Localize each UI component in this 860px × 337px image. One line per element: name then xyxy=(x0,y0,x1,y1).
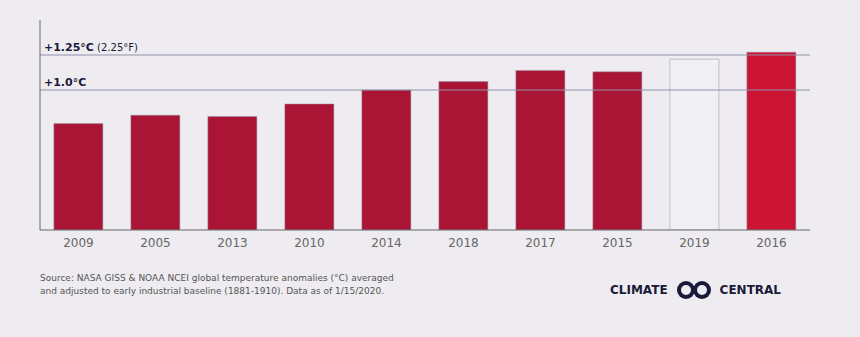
svg-text:2016: 2016 xyxy=(756,236,787,250)
html-text:CENTRAL: CENTRAL xyxy=(719,283,781,297)
svg-text:+1.0°C: +1.0°C xyxy=(44,76,86,89)
svg-text:2014: 2014 xyxy=(371,236,402,250)
svg-text:2009: 2009 xyxy=(63,236,94,250)
svg-text:2005: 2005 xyxy=(140,236,171,250)
html-text:and adjusted to early industri: and adjusted to early industrial baselin… xyxy=(40,286,385,296)
svg-text:+1.25°C (2.25°F): +1.25°C (2.25°F) xyxy=(44,41,138,54)
svg-text:2015: 2015 xyxy=(602,236,633,250)
svg-text:2013: 2013 xyxy=(217,236,248,250)
svg-text:2010: 2010 xyxy=(294,236,325,250)
svg-text:2017: 2017 xyxy=(525,236,556,250)
svg-text:2019: 2019 xyxy=(679,236,710,250)
html-text:Source: NASA GISS & NOAA NCEI: Source: NASA GISS & NOAA NCEI global tem… xyxy=(40,273,394,283)
html-text:CLIMATE: CLIMATE xyxy=(610,283,668,297)
svg-text:2018: 2018 xyxy=(448,236,479,250)
